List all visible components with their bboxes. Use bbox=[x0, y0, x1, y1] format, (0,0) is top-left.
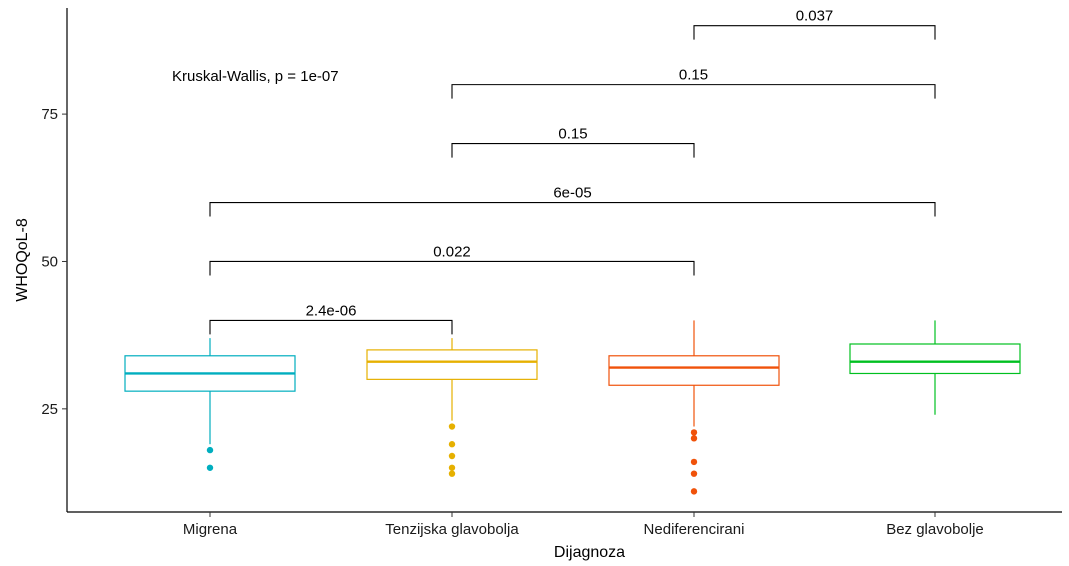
outlier-point bbox=[448, 452, 456, 460]
outlier-point bbox=[206, 446, 214, 454]
comparison-p-value: 6e-05 bbox=[553, 185, 591, 202]
comparison-p-value: 0.037 bbox=[796, 8, 834, 25]
y-tick-label: 25 bbox=[41, 401, 58, 418]
kruskal-wallis-label: Kruskal-Wallis, p = 1e-07 bbox=[172, 68, 339, 85]
x-tick-label: Nediferencirani bbox=[644, 521, 745, 538]
outlier-point bbox=[448, 470, 456, 477]
comparison-p-value: 0.022 bbox=[433, 243, 471, 260]
outlier-point bbox=[690, 429, 698, 436]
x-tick-label: Migrena bbox=[183, 521, 238, 538]
comparison-bracket bbox=[209, 201, 936, 217]
outlier-point bbox=[690, 470, 698, 477]
comparison-p-value: 0.15 bbox=[558, 126, 587, 143]
outlier-point bbox=[690, 458, 698, 466]
y-tick-label: 50 bbox=[41, 253, 58, 270]
x-tick-label: Bez glavobolje bbox=[886, 521, 984, 538]
comparison-p-value: 2.4e-06 bbox=[306, 302, 357, 319]
outlier-point bbox=[690, 435, 698, 442]
box bbox=[849, 343, 1021, 375]
outlier-point bbox=[690, 488, 698, 495]
box bbox=[366, 349, 538, 380]
outlier-point bbox=[448, 423, 456, 430]
box bbox=[608, 355, 780, 386]
comparison-bracket bbox=[693, 25, 936, 40]
comparison-bracket bbox=[209, 260, 695, 276]
y-axis-title: WHOQoL-8 bbox=[14, 218, 31, 302]
x-tick-label: Tenzijska glavobolja bbox=[385, 521, 519, 538]
comparison-p-value: 0.15 bbox=[679, 67, 708, 84]
outlier-point bbox=[448, 441, 456, 448]
x-axis-title: Dijagnoza bbox=[554, 544, 625, 561]
comparison-bracket bbox=[209, 319, 453, 335]
outlier-point bbox=[206, 464, 214, 471]
y-tick-label: 75 bbox=[41, 106, 58, 123]
comparison-bracket bbox=[451, 143, 695, 158]
outlier-point bbox=[448, 464, 456, 471]
comparison-bracket bbox=[451, 84, 936, 99]
